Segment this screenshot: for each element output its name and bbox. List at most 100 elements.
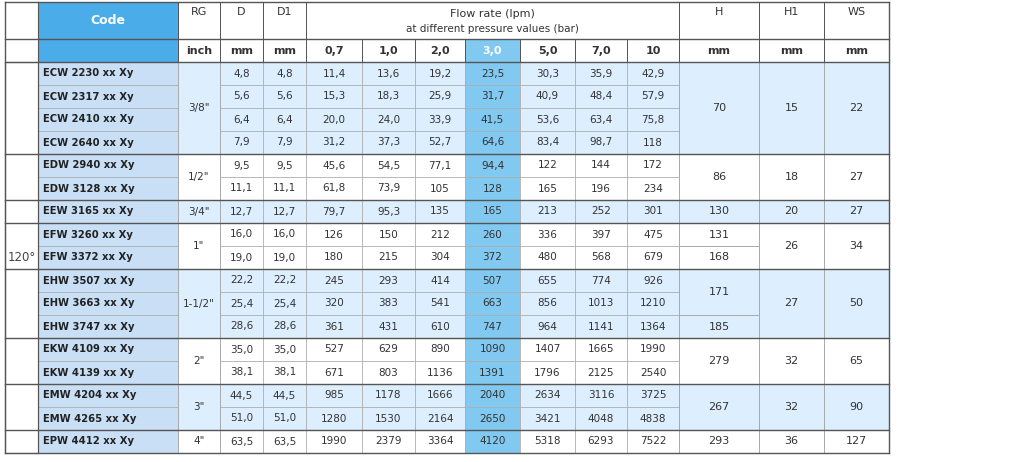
Bar — [306, 292, 362, 315]
Bar — [575, 154, 627, 177]
Bar — [38, 39, 178, 62]
Bar — [263, 177, 306, 200]
Bar — [306, 223, 362, 246]
Text: 33,9: 33,9 — [428, 115, 452, 124]
Bar — [306, 430, 362, 453]
Text: 165: 165 — [538, 183, 557, 194]
Text: 213: 213 — [538, 207, 557, 217]
Bar — [362, 246, 415, 269]
Bar — [759, 269, 824, 292]
Bar — [178, 177, 220, 200]
Text: 27: 27 — [849, 172, 863, 182]
Text: EHW 3747 xx Xy: EHW 3747 xx Xy — [43, 322, 134, 332]
Text: 293: 293 — [379, 275, 398, 286]
Text: 10: 10 — [645, 45, 660, 55]
Bar — [627, 108, 679, 131]
Bar — [306, 407, 362, 430]
Bar — [759, 108, 824, 131]
Bar — [178, 200, 220, 223]
Bar — [38, 108, 178, 131]
Bar — [759, 407, 824, 430]
Bar — [824, 154, 889, 177]
Bar — [263, 269, 306, 292]
Text: 16,0: 16,0 — [230, 230, 253, 239]
Bar — [627, 39, 679, 62]
Bar — [575, 62, 627, 85]
Bar — [679, 154, 759, 177]
Text: 77,1: 77,1 — [428, 160, 452, 170]
Bar — [465, 131, 520, 154]
Text: 1136: 1136 — [427, 367, 454, 377]
Bar — [362, 407, 415, 430]
Text: 180: 180 — [325, 253, 344, 262]
Text: 63,4: 63,4 — [590, 115, 612, 124]
Bar — [759, 315, 824, 338]
Text: 165: 165 — [482, 207, 503, 217]
Bar — [178, 85, 220, 108]
Bar — [575, 430, 627, 453]
Bar — [362, 361, 415, 384]
Text: mm: mm — [273, 45, 296, 55]
Text: EHW 3663 xx Xy: EHW 3663 xx Xy — [43, 298, 134, 309]
Bar — [824, 85, 889, 108]
Bar — [679, 384, 759, 407]
Text: 267: 267 — [709, 402, 730, 412]
Bar — [220, 246, 263, 269]
Text: 1210: 1210 — [640, 298, 667, 309]
Text: 320: 320 — [325, 298, 344, 309]
Text: 507: 507 — [482, 275, 503, 286]
Text: 35,0: 35,0 — [230, 345, 253, 354]
Text: 1364: 1364 — [640, 322, 667, 332]
Text: 20,0: 20,0 — [323, 115, 345, 124]
Bar — [5, 2, 38, 62]
Bar — [38, 200, 178, 223]
Bar — [520, 177, 575, 200]
Text: 856: 856 — [538, 298, 557, 309]
Text: 11,1: 11,1 — [272, 183, 296, 194]
Text: 42,9: 42,9 — [641, 68, 665, 79]
Bar — [362, 223, 415, 246]
Text: 44,5: 44,5 — [272, 390, 296, 401]
Text: 671: 671 — [324, 367, 344, 377]
Bar — [306, 85, 362, 108]
Bar — [5, 62, 38, 453]
Bar — [178, 315, 220, 338]
Bar — [679, 85, 759, 108]
Text: 19,2: 19,2 — [428, 68, 452, 79]
Text: 50: 50 — [850, 298, 863, 309]
Text: 527: 527 — [324, 345, 344, 354]
Text: 36: 36 — [784, 437, 799, 446]
Bar — [178, 154, 220, 177]
Bar — [575, 361, 627, 384]
Text: 18,3: 18,3 — [377, 91, 400, 102]
Bar — [220, 315, 263, 338]
Text: 34: 34 — [850, 241, 863, 251]
Bar — [520, 62, 575, 85]
Text: EDW 3128 xx Xy: EDW 3128 xx Xy — [43, 183, 134, 194]
Bar — [679, 315, 759, 338]
Bar — [306, 108, 362, 131]
Text: D1: D1 — [276, 7, 292, 18]
Text: 3364: 3364 — [427, 437, 454, 446]
Bar — [178, 269, 220, 292]
Bar — [679, 62, 759, 85]
Text: 2": 2" — [194, 356, 205, 366]
Bar — [220, 338, 263, 361]
Text: 2540: 2540 — [640, 367, 667, 377]
Bar — [759, 384, 824, 407]
Text: Flow rate (lpm): Flow rate (lpm) — [451, 9, 535, 19]
Text: 301: 301 — [643, 207, 663, 217]
Bar — [520, 200, 575, 223]
Text: 245: 245 — [324, 275, 344, 286]
Text: 5,6: 5,6 — [276, 91, 293, 102]
Bar — [178, 246, 220, 269]
Bar — [627, 85, 679, 108]
Text: 336: 336 — [538, 230, 557, 239]
Text: 118: 118 — [643, 138, 663, 147]
Bar — [575, 292, 627, 315]
Bar — [306, 200, 362, 223]
Text: EDW 2940 xx Xy: EDW 2940 xx Xy — [43, 160, 134, 170]
Text: 3,0: 3,0 — [482, 45, 502, 55]
Bar — [465, 407, 520, 430]
Bar — [679, 269, 759, 315]
